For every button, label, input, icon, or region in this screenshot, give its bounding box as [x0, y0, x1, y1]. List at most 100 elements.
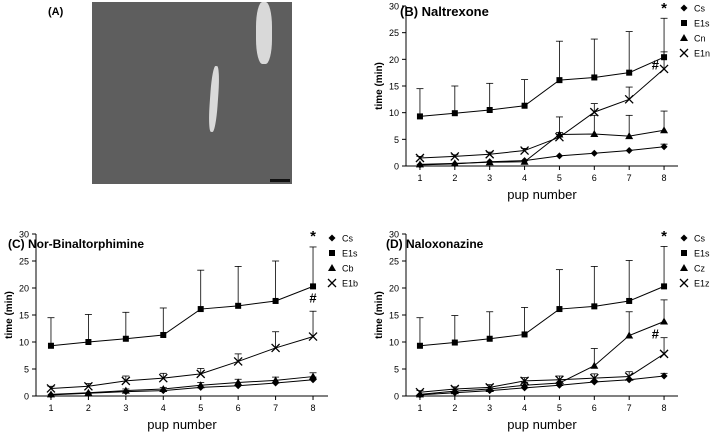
data-point: [450, 387, 459, 395]
series-line: [419, 321, 665, 395]
data-point: [158, 373, 168, 383]
data-point: [450, 384, 460, 394]
series-cb: [46, 372, 318, 398]
y-tick-label: 0: [394, 392, 399, 402]
micrograph-image: [92, 2, 292, 184]
legend-marker: [679, 48, 689, 58]
series-line: [419, 285, 665, 347]
data-point: [309, 376, 317, 384]
y-tick-label: 20: [389, 284, 399, 294]
micrograph-scale-bar: [270, 179, 290, 182]
significance-annotation: *: [661, 228, 667, 245]
data-point: [590, 149, 598, 157]
data-point: [46, 390, 55, 398]
x-tick-label: 6: [592, 173, 597, 183]
data-point: [520, 381, 529, 389]
series-cn: [415, 110, 669, 168]
data-point: [625, 132, 634, 140]
data-point: [556, 77, 563, 84]
y-tick-label: 25: [389, 28, 399, 38]
y-tick-label: 30: [19, 230, 29, 240]
y-tick-label: 5: [24, 365, 29, 375]
y-tick-label: 15: [389, 82, 399, 92]
significance-annotation: *: [310, 228, 316, 245]
legend-marker: [681, 20, 687, 26]
data-point: [589, 107, 599, 117]
data-point: [626, 69, 633, 76]
data-point: [233, 356, 243, 366]
x-tick-label: 2: [86, 403, 91, 413]
legend-marker: [679, 278, 689, 288]
y-tick-label: 5: [394, 365, 399, 375]
data-point: [272, 297, 279, 304]
x-tick-label: 2: [452, 403, 457, 413]
data-point: [197, 306, 204, 313]
legend-label: E1s: [694, 19, 710, 29]
data-point: [625, 147, 633, 155]
data-point: [121, 386, 130, 394]
series-e1s: [416, 17, 668, 120]
data-point: [234, 382, 242, 390]
data-point: [660, 372, 668, 380]
y-tick-label: 10: [389, 338, 399, 348]
chart-title: (C) Nor-Binaltorphimine: [8, 237, 144, 251]
data-point: [625, 331, 634, 339]
y-axis-label: time (min): [4, 291, 15, 339]
data-point: [159, 384, 168, 392]
panel-a-label: (A): [48, 6, 64, 18]
series-cz: [415, 299, 669, 398]
x-axis-label: pup number: [507, 417, 577, 432]
x-tick-label: 1: [417, 403, 422, 413]
series-line: [50, 379, 314, 396]
significance-annotation: #: [652, 326, 660, 341]
data-point: [310, 283, 317, 290]
data-point: [555, 379, 564, 387]
data-point: [485, 149, 495, 159]
legend-label: Cb: [342, 264, 354, 274]
data-point: [521, 102, 528, 109]
x-tick-label: 4: [161, 403, 166, 413]
data-point: [520, 157, 529, 165]
y-tick-label: 5: [394, 135, 399, 145]
data-point: [83, 381, 93, 391]
legend-label: E1b: [342, 279, 358, 289]
data-point: [85, 339, 92, 345]
series-line: [419, 56, 665, 117]
data-point: [555, 152, 563, 160]
x-tick-label: 7: [627, 403, 632, 413]
series-line: [50, 336, 314, 389]
data-point: [235, 302, 242, 309]
x-tick-label: 6: [592, 403, 597, 413]
y-tick-label: 25: [19, 257, 29, 267]
y-tick-label: 25: [389, 257, 399, 267]
legend-marker: [680, 264, 688, 271]
x-tick-label: 8: [662, 403, 667, 413]
data-point: [659, 349, 669, 359]
data-point: [660, 143, 668, 151]
data-point: [451, 110, 458, 117]
legend-marker: [680, 234, 688, 242]
chart-naltrexone: 0 5 10 15 20 25 30 1 2 3 4 5 6 7 8 pup number time (min)…: [374, 0, 710, 202]
legend-marker: [328, 264, 336, 271]
data-point: [309, 372, 318, 380]
data-point: [84, 388, 93, 396]
data-point: [46, 383, 56, 393]
data-point: [415, 387, 425, 397]
data-point: [590, 378, 598, 386]
chart-title: (D) Naloxonazine: [386, 237, 484, 251]
x-axis-label: pup number: [147, 417, 217, 432]
data-point: [521, 331, 528, 338]
data-point: [660, 126, 669, 134]
data-point: [661, 283, 668, 290]
legend-label: Cz: [694, 264, 705, 274]
legend-marker: [327, 278, 337, 288]
chart-naloxonazine: 0 5 10 15 20 25 30 1 2 3 4 5 6 7 8 pup number time (min)…: [374, 228, 710, 432]
legend-marker: [329, 250, 335, 256]
legend-marker: [680, 4, 688, 12]
data-point: [554, 132, 564, 142]
series-line: [50, 376, 314, 395]
data-point: [196, 369, 206, 379]
legend-label: E1z: [694, 279, 710, 289]
series-e1z: [415, 337, 669, 397]
x-tick-label: 3: [487, 173, 492, 183]
